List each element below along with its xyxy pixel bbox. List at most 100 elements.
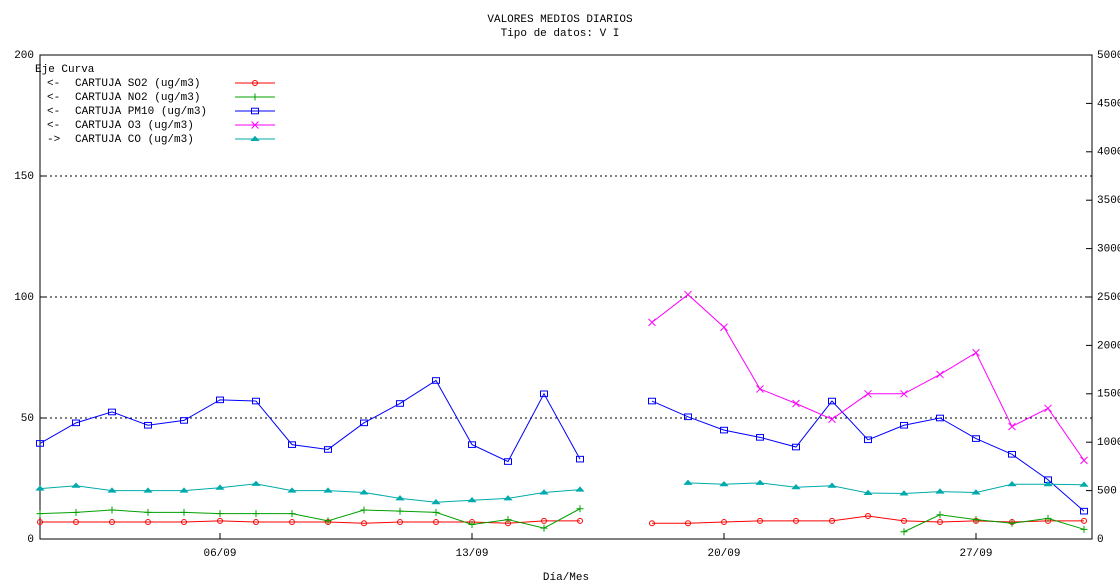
- legend-label: CARTUJA O3 (ug/m3): [75, 120, 194, 132]
- point: [217, 517, 223, 524]
- point: [937, 519, 943, 526]
- legend-marker: [251, 93, 259, 101]
- point: [972, 348, 980, 357]
- point: [216, 396, 224, 404]
- point: [179, 487, 189, 493]
- y-tick-label: 150: [14, 171, 34, 183]
- point: [73, 519, 79, 526]
- point: [683, 479, 693, 485]
- point: [36, 440, 44, 447]
- point: [649, 520, 655, 527]
- point: [1043, 481, 1053, 487]
- point: [504, 458, 512, 465]
- point: [756, 385, 764, 393]
- legend-label: CARTUJA CO (ug/m3): [75, 134, 194, 146]
- point: [1008, 519, 1016, 527]
- point: [648, 318, 656, 327]
- point: [863, 489, 873, 496]
- legend-marker: [250, 135, 260, 141]
- point: [35, 485, 45, 491]
- point: [468, 520, 476, 528]
- point: [541, 517, 547, 524]
- point: [720, 323, 728, 332]
- point: [864, 389, 872, 398]
- point: [972, 435, 980, 442]
- legend-arrow: <-: [47, 92, 60, 104]
- legend-header: Eje Curva: [35, 64, 95, 76]
- legend-marker: [251, 121, 259, 129]
- series-line: [40, 515, 1084, 524]
- point: [108, 408, 116, 416]
- point: [396, 400, 404, 407]
- point: [828, 415, 836, 424]
- point: [721, 519, 727, 526]
- point: [828, 397, 836, 405]
- point: [1044, 514, 1052, 522]
- point: [1007, 481, 1017, 487]
- point: [865, 513, 871, 520]
- y2-tick-label: 0: [1097, 534, 1104, 546]
- series-line: [39, 482, 1085, 503]
- point: [360, 419, 368, 427]
- point: [971, 489, 981, 495]
- point: [397, 519, 403, 526]
- point: [361, 520, 367, 527]
- legend-arrow: ->: [47, 134, 60, 146]
- point: [253, 519, 259, 526]
- point: [504, 516, 512, 524]
- point: [288, 510, 296, 518]
- point: [181, 519, 187, 526]
- point: [109, 519, 115, 526]
- point: [791, 483, 801, 490]
- point: [576, 455, 584, 463]
- point: [396, 507, 404, 515]
- point: [360, 506, 368, 514]
- x-axis-label: Día/Mes: [543, 572, 589, 584]
- point: [324, 517, 332, 525]
- y-tick-label: 50: [21, 413, 34, 425]
- point: [252, 397, 260, 405]
- point: [900, 389, 908, 398]
- point: [180, 508, 188, 516]
- point: [180, 417, 188, 424]
- point: [288, 441, 296, 448]
- point: [936, 414, 944, 422]
- point: [72, 508, 80, 516]
- point: [143, 487, 153, 493]
- point: [287, 487, 297, 493]
- point: [540, 390, 548, 398]
- point: [215, 484, 225, 490]
- point: [575, 486, 585, 492]
- y2-tick-label: 3500: [1097, 195, 1120, 207]
- y-tick-label: 100: [14, 292, 34, 304]
- point: [648, 397, 656, 405]
- point: [503, 495, 513, 501]
- y-tick-label: 0: [27, 534, 34, 546]
- point: [900, 421, 908, 429]
- point: [216, 510, 224, 518]
- point: [756, 434, 764, 441]
- point: [972, 516, 980, 524]
- x-tick-label: 06/09: [203, 548, 236, 560]
- point: [1079, 481, 1089, 487]
- point: [540, 524, 548, 532]
- point: [36, 510, 44, 518]
- point: [324, 446, 332, 453]
- point: [685, 520, 691, 527]
- point: [107, 487, 117, 493]
- point: [755, 479, 765, 485]
- point: [757, 517, 763, 524]
- point: [467, 497, 477, 503]
- point: [1081, 517, 1087, 524]
- point: [684, 413, 692, 421]
- x-tick-label: 27/09: [959, 548, 992, 560]
- point: [433, 519, 439, 526]
- point: [827, 482, 837, 488]
- series-line: [39, 508, 1085, 533]
- point: [864, 436, 872, 444]
- point: [1008, 451, 1016, 458]
- point: [792, 443, 800, 451]
